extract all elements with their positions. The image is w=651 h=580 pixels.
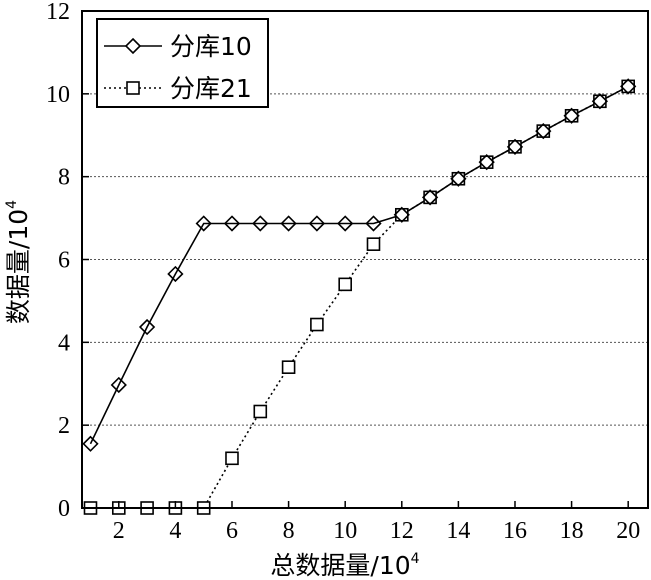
series-1-point-7 bbox=[280, 215, 297, 232]
legend-box bbox=[96, 18, 269, 108]
x-tick-label-9: 20 bbox=[616, 518, 640, 544]
y-tick-label-6: 12 bbox=[46, 0, 70, 25]
series-1-point-19 bbox=[620, 78, 637, 95]
y-tick-label-3: 6 bbox=[58, 248, 70, 274]
series-2-point-5 bbox=[225, 451, 239, 466]
x-axis-title: 总数据量/104 bbox=[270, 551, 419, 580]
series-1-point-13 bbox=[450, 170, 467, 187]
series-1-point-8 bbox=[308, 215, 326, 232]
x-tick-label-4: 10 bbox=[333, 518, 357, 544]
legend-label-series-1: 分库10 bbox=[170, 32, 252, 61]
x-tick-label-3: 8 bbox=[283, 518, 295, 544]
series-1-point-3 bbox=[167, 265, 184, 283]
series-2-point-6 bbox=[253, 404, 268, 419]
x-tick-label-7: 16 bbox=[503, 518, 527, 544]
series-layer bbox=[82, 78, 637, 515]
series-1-point-15 bbox=[506, 138, 524, 155]
x-axis-ticks: 2 4 6 8 10 12 14 16 18 20 bbox=[113, 501, 640, 544]
y-tick-label-4: 8 bbox=[58, 165, 70, 191]
grid-lines bbox=[82, 93, 648, 426]
series-2-line bbox=[90, 85, 629, 509]
x-axis-title-exponent: 4 bbox=[411, 551, 420, 567]
series-1-point-0 bbox=[82, 435, 99, 452]
x-tick-label-0: 2 bbox=[113, 518, 125, 544]
series-1-point-10 bbox=[365, 215, 382, 232]
y-axis-ticks: 0 2 4 6 8 10 12 bbox=[46, 0, 89, 522]
series-1-point-18 bbox=[591, 93, 609, 110]
series-2-point-7 bbox=[281, 360, 296, 374]
y-axis-title: 数据量/104 bbox=[4, 200, 33, 324]
legend: 分库10 分库21 bbox=[96, 18, 269, 108]
series-1-point-12 bbox=[421, 189, 439, 206]
series-1-point-17 bbox=[563, 107, 580, 124]
series-1-point-14 bbox=[478, 154, 495, 171]
series-1-point-1 bbox=[110, 376, 127, 394]
series-2-point-9 bbox=[338, 277, 352, 292]
x-tick-label-2: 6 bbox=[226, 518, 238, 544]
y-tick-label-2: 4 bbox=[58, 330, 70, 356]
series-1-point-9 bbox=[337, 215, 354, 232]
y-tick-label-1: 2 bbox=[58, 413, 70, 439]
x-tick-label-1: 4 bbox=[169, 518, 181, 544]
legend-label-series-2: 分库21 bbox=[170, 74, 252, 103]
x-tick-label-6: 14 bbox=[446, 518, 470, 544]
y-tick-label-0: 0 bbox=[58, 496, 70, 522]
y-axis-title-exponent: 4 bbox=[4, 200, 20, 209]
x-tick-label-8: 18 bbox=[560, 518, 584, 544]
legend-square-marker bbox=[126, 81, 140, 95]
legend-diamond-marker bbox=[124, 37, 142, 55]
series-1-point-4 bbox=[195, 215, 212, 232]
y-tick-label-5: 10 bbox=[46, 82, 70, 108]
series-1-point-2 bbox=[138, 318, 156, 336]
series-2-point-8 bbox=[310, 317, 324, 332]
series-1-point-16 bbox=[535, 122, 552, 140]
series-2-point-10 bbox=[366, 237, 381, 251]
x-tick-label-5: 12 bbox=[390, 518, 414, 544]
series-1-point-6 bbox=[252, 215, 269, 232]
series-1-point-5 bbox=[223, 215, 241, 232]
series-1-point-11 bbox=[393, 206, 410, 223]
